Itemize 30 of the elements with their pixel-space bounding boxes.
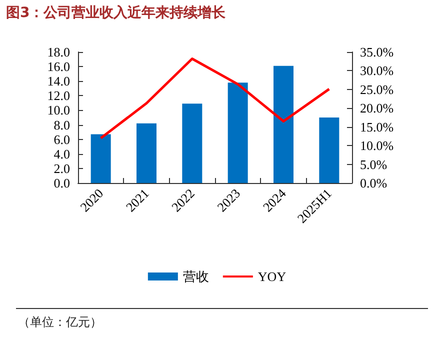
y2-tick-label: 30.0%	[360, 63, 394, 78]
legend-label: YOY	[258, 269, 287, 284]
bar	[228, 82, 248, 183]
y-tick-label: 16.0	[47, 59, 70, 74]
y2-tick-label: 5.0%	[360, 156, 388, 172]
y2-tick-label: 0.0%	[360, 176, 388, 190]
text: （单位：亿元）	[18, 314, 102, 331]
bar	[274, 66, 294, 183]
y-tick-label: 8.0	[54, 117, 70, 132]
bar	[136, 123, 156, 183]
y2-tick-label: 20.0%	[360, 100, 394, 116]
y-tick-label: 0.0	[54, 176, 70, 190]
legend-label: 营收	[182, 269, 209, 284]
y-tick-label: 14.0	[47, 74, 70, 89]
y2-tick-label: 35.0%	[360, 44, 394, 60]
line-series	[100, 57, 330, 140]
y-tick-label: 12.0	[47, 88, 70, 104]
y-tick-label: 2.0	[54, 160, 70, 176]
y2-tick-label: 15.0%	[360, 119, 394, 134]
y2-tick-label: 10.0%	[360, 138, 394, 154]
bar	[182, 104, 202, 183]
bar	[319, 118, 340, 183]
x-tick-label: 2021	[122, 186, 152, 215]
bar	[90, 134, 111, 183]
y-tick-label: 6.0	[54, 132, 70, 147]
y-tick-label: 10.0	[47, 102, 70, 118]
chart-title: 图3：公司营业收入近年来持续增长	[6, 4, 226, 22]
y-tick-label: 4.0	[54, 146, 70, 162]
y2-tick-label: 25.0%	[360, 82, 394, 97]
y-tick-label: 18.0	[47, 44, 70, 60]
